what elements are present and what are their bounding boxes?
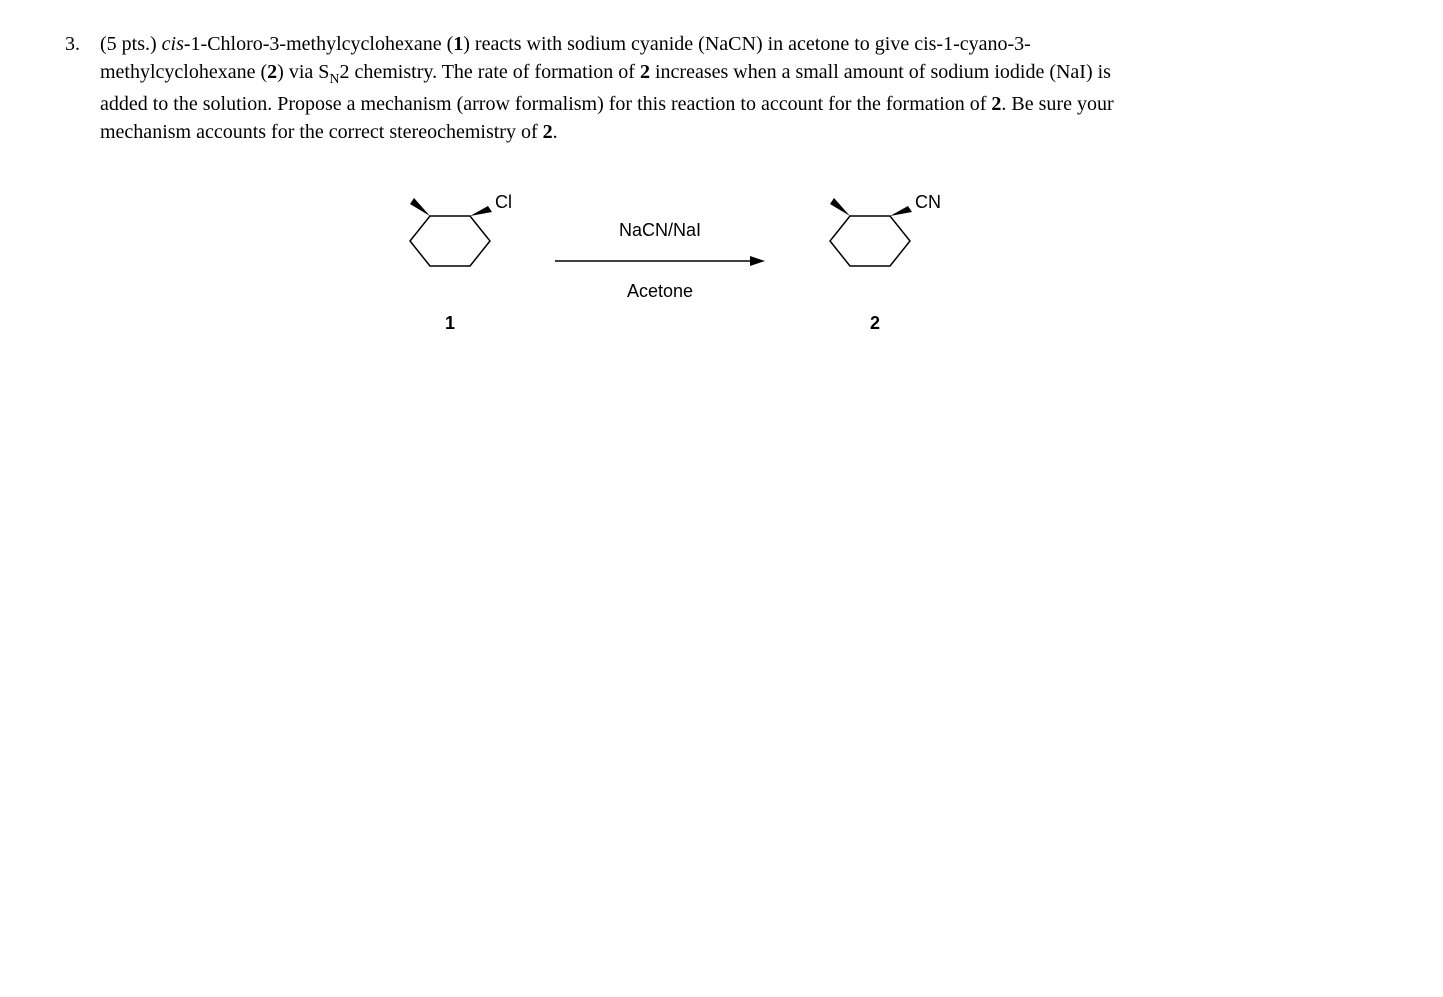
reaction-arrow-block: NaCN/NaI Acetone [550, 218, 770, 304]
reactant-label: 1 [445, 311, 455, 336]
reactant-block: Cl 1 [380, 186, 520, 336]
reaction-arrow-icon [550, 251, 770, 271]
reaction-scheme: Cl 1 NaCN/NaI Acetone [180, 186, 1150, 336]
text-seg-9: 2 [640, 61, 650, 83]
product-structure: CN [800, 186, 950, 286]
text-seg-13: 2 [543, 121, 553, 143]
question-number: 3. [50, 30, 80, 58]
substituent-wedge-icon [470, 206, 492, 216]
product-substituent-label: CN [915, 192, 941, 212]
reactant-substituent-label: Cl [495, 192, 512, 212]
text-seg-cis: cis [162, 33, 184, 55]
text-seg-3: 1 [453, 33, 463, 55]
product-label: 2 [870, 311, 880, 336]
methyl-wedge-icon [410, 198, 430, 216]
methyl-wedge-icon [830, 198, 850, 216]
arrow-bottom-text: Acetone [627, 279, 693, 304]
question-text: (5 pts.) cis-1-Chloro-3-methylcyclohexan… [100, 30, 1150, 146]
reactant-structure: Cl [380, 186, 520, 286]
points-label: (5 pts.) [100, 33, 157, 55]
arrow-top-text: NaCN/NaI [619, 218, 701, 243]
text-seg-5: 2 [267, 61, 277, 83]
text-seg-14: . [553, 121, 558, 143]
question-container: 3. (5 pts.) cis-1-Chloro-3-methylcyclohe… [50, 30, 1393, 336]
text-seg-7: N [329, 72, 339, 87]
question-body: (5 pts.) cis-1-Chloro-3-methylcyclohexan… [100, 30, 1150, 336]
product-block: CN 2 [800, 186, 950, 336]
text-seg-11: 2 [991, 93, 1001, 115]
substituent-wedge-icon [890, 206, 912, 216]
text-seg-2: -1-Chloro-3-methylcyclohexane ( [184, 33, 453, 55]
text-seg-8: 2 chemistry. The rate of formation of [340, 61, 640, 83]
text-seg-6: ) via S [277, 61, 329, 83]
